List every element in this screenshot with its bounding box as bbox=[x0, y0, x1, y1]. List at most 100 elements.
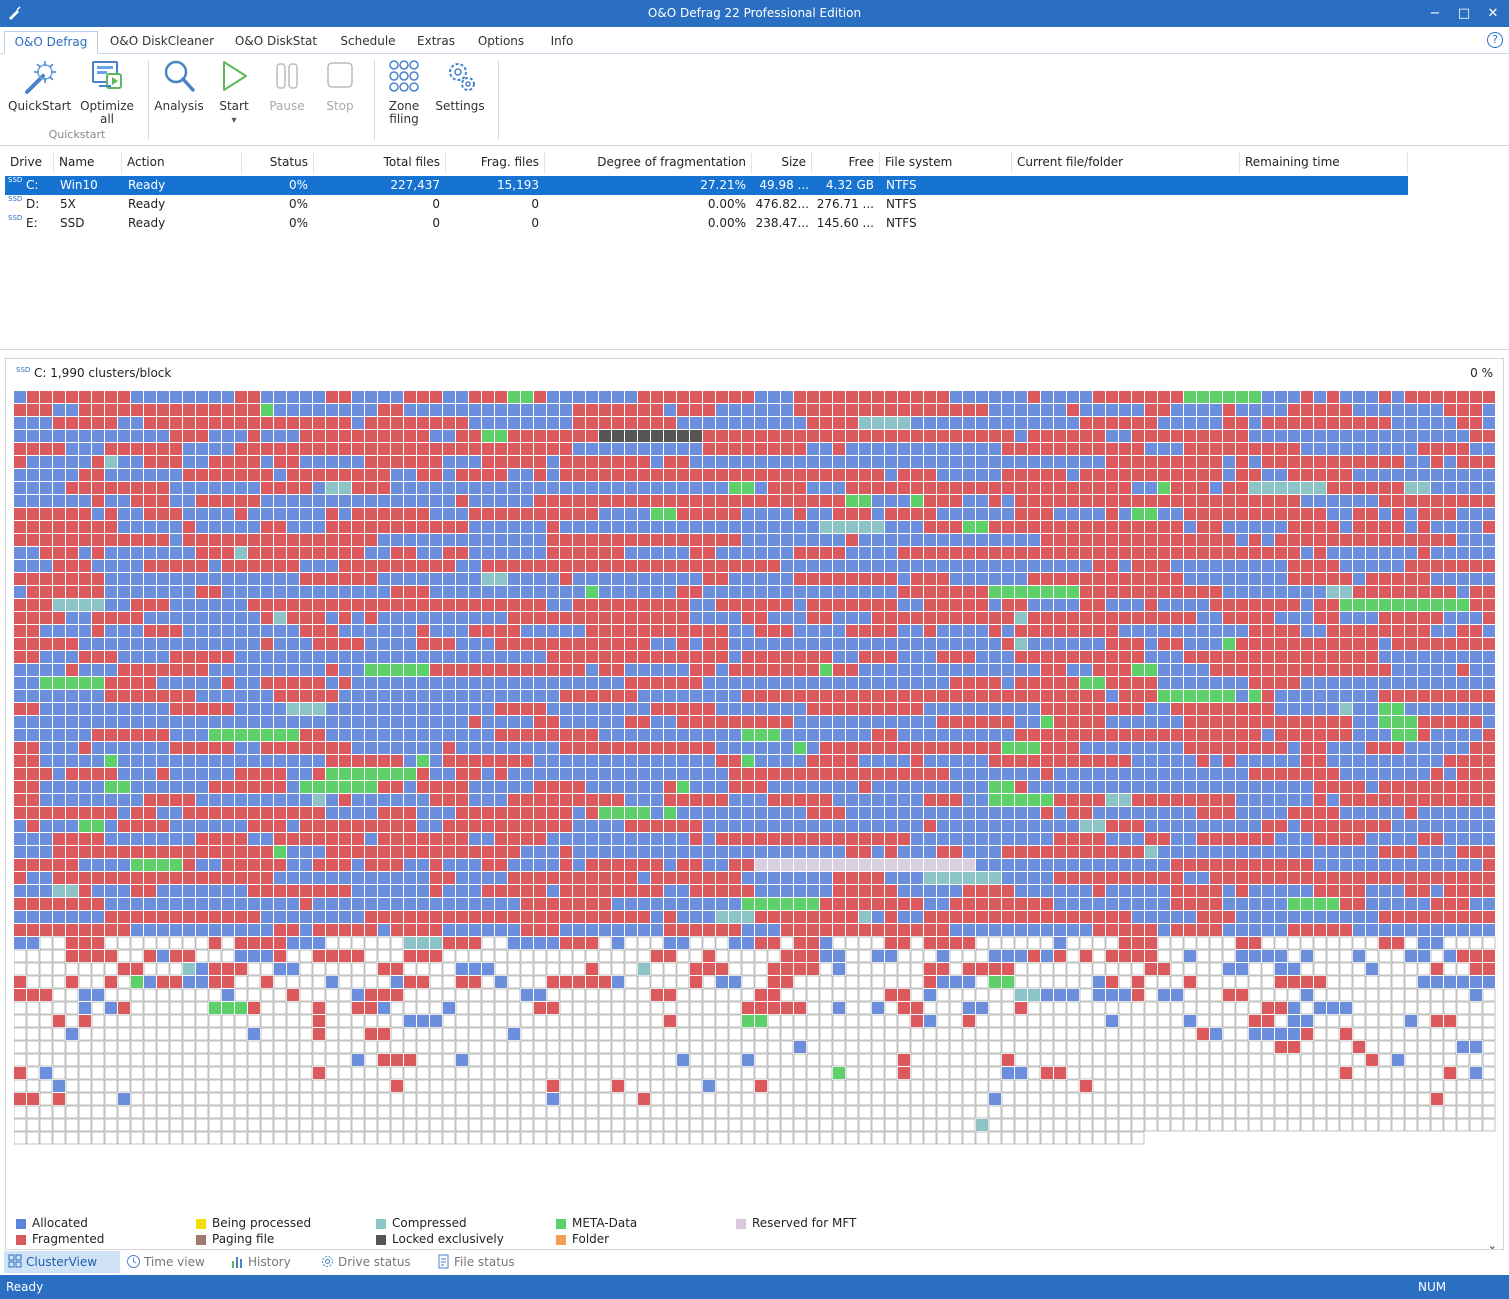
ribbon-separator bbox=[374, 60, 375, 140]
cluster-block bbox=[1171, 547, 1183, 559]
close-button[interactable]: ✕ bbox=[1478, 0, 1508, 27]
cluster-block bbox=[495, 573, 507, 585]
cluster-block bbox=[300, 560, 312, 572]
cluster-block bbox=[170, 456, 182, 468]
cluster-block bbox=[859, 833, 871, 845]
cluster-block bbox=[1132, 703, 1144, 715]
cluster-block bbox=[1288, 846, 1300, 858]
cluster-block bbox=[872, 742, 884, 754]
cluster-block bbox=[222, 534, 234, 546]
cluster-block bbox=[209, 820, 221, 832]
optimize-all-button[interactable]: Optimize all bbox=[78, 58, 136, 126]
column-header-drive[interactable]: Drive bbox=[5, 152, 54, 174]
column-header-remaining-time[interactable]: Remaining time bbox=[1240, 152, 1408, 174]
cluster-block bbox=[1106, 651, 1118, 663]
tab-info[interactable]: Info bbox=[550, 34, 574, 48]
drive-row-d[interactable]: SSD D: 5X Ready 0% 0 0 0.00% 476.82... 2… bbox=[5, 195, 1408, 214]
cluster-block bbox=[1210, 586, 1222, 598]
cluster-block bbox=[963, 846, 975, 858]
cluster-block bbox=[872, 625, 884, 637]
cluster-block bbox=[196, 430, 208, 442]
cluster-block bbox=[443, 651, 455, 663]
cluster-block bbox=[768, 833, 780, 845]
cluster-block bbox=[14, 794, 26, 806]
minimize-button[interactable]: − bbox=[1420, 0, 1450, 27]
cluster-block bbox=[1431, 612, 1443, 624]
column-header-name[interactable]: Name bbox=[54, 152, 122, 174]
cluster-block bbox=[534, 833, 546, 845]
cluster-block bbox=[482, 482, 494, 494]
cluster-block bbox=[599, 755, 611, 767]
cluster-block bbox=[352, 781, 364, 793]
cluster-block bbox=[1431, 638, 1443, 650]
tab-oo-diskstat[interactable]: O&O DiskStat bbox=[234, 34, 318, 48]
maximize-button[interactable]: □ bbox=[1449, 0, 1479, 27]
cluster-block bbox=[716, 924, 728, 936]
cluster-block bbox=[1288, 742, 1300, 754]
tab-oo-diskcleaner[interactable]: O&O DiskCleaner bbox=[109, 34, 215, 48]
analysis-button[interactable]: Analysis bbox=[154, 58, 204, 113]
cluster-block bbox=[1158, 833, 1170, 845]
cluster-block bbox=[1041, 664, 1053, 676]
cluster-block bbox=[573, 833, 585, 845]
cluster-block bbox=[287, 885, 299, 897]
column-header-free[interactable]: Free bbox=[812, 152, 880, 174]
cluster-block bbox=[573, 495, 585, 507]
cluster-block bbox=[781, 599, 793, 611]
cluster-block bbox=[1313, 936, 1327, 950]
cluster-block bbox=[1028, 677, 1040, 689]
cluster-block bbox=[482, 742, 494, 754]
cluster-block bbox=[742, 703, 754, 715]
tab-options[interactable]: Options bbox=[477, 34, 525, 48]
cluster-block bbox=[599, 443, 611, 455]
column-header-action[interactable]: Action bbox=[122, 152, 242, 174]
cluster-block bbox=[1197, 885, 1209, 897]
pause-button[interactable]: Pause bbox=[264, 58, 310, 113]
cluster-map[interactable] bbox=[14, 391, 1496, 1145]
cluster-block bbox=[1392, 430, 1404, 442]
analysis-label: Analysis bbox=[154, 99, 204, 113]
cluster-block bbox=[1405, 443, 1417, 455]
column-header-degree[interactable]: Degree of fragmentation bbox=[545, 152, 752, 174]
tab-schedule[interactable]: Schedule bbox=[340, 34, 396, 48]
cluster-block bbox=[430, 768, 442, 780]
tab-extras[interactable]: Extras bbox=[417, 34, 455, 48]
stop-button[interactable]: Stop bbox=[318, 58, 362, 113]
column-header-frag-files[interactable]: Frag. files bbox=[446, 152, 545, 174]
cluster-block bbox=[833, 482, 845, 494]
cluster-block bbox=[859, 404, 871, 416]
cluster-block bbox=[1223, 430, 1235, 442]
quickstart-button[interactable]: QuickStart bbox=[8, 58, 71, 113]
cluster-block bbox=[469, 846, 481, 858]
drive-row-c[interactable]: SSD C: Win10 Ready 0% 227,437 15,193 27.… bbox=[5, 176, 1408, 195]
column-header-file-system[interactable]: File system bbox=[880, 152, 1012, 174]
column-header-status[interactable]: Status bbox=[242, 152, 314, 174]
cluster-block bbox=[430, 898, 442, 910]
cluster-block bbox=[989, 599, 1001, 611]
column-header-size[interactable]: Size bbox=[752, 152, 812, 174]
cluster-block bbox=[235, 547, 247, 559]
drive-row-e[interactable]: SSD E: SSD Ready 0% 0 0 0.00% 238.47... … bbox=[5, 214, 1408, 233]
cluster-block bbox=[1223, 859, 1235, 871]
column-header-current-file[interactable]: Current file/folder bbox=[1012, 152, 1240, 174]
cluster-block bbox=[248, 599, 260, 611]
cluster-block bbox=[638, 547, 650, 559]
cluster-block bbox=[638, 807, 650, 819]
zone-filing-button[interactable]: Zone filing bbox=[382, 58, 426, 126]
help-icon[interactable]: ? bbox=[1487, 32, 1503, 48]
cluster-block bbox=[742, 794, 754, 806]
cluster-block bbox=[1002, 924, 1014, 936]
cluster-block bbox=[1106, 781, 1118, 793]
start-button[interactable]: Start ▾ bbox=[212, 58, 256, 127]
settings-button[interactable]: Settings bbox=[434, 58, 486, 113]
start-dropdown-icon[interactable]: ▾ bbox=[231, 115, 237, 126]
column-header-total-files[interactable]: Total files bbox=[314, 152, 446, 174]
cluster-block bbox=[274, 599, 286, 611]
cluster-map-progress: 0 % bbox=[1470, 366, 1493, 380]
cluster-block bbox=[1405, 729, 1417, 741]
cluster-block bbox=[209, 625, 221, 637]
tab-oo-defrag[interactable]: O&O Defrag bbox=[4, 31, 98, 54]
cluster-block bbox=[66, 833, 78, 845]
cluster-block bbox=[1184, 859, 1196, 871]
cluster-block bbox=[586, 417, 598, 429]
